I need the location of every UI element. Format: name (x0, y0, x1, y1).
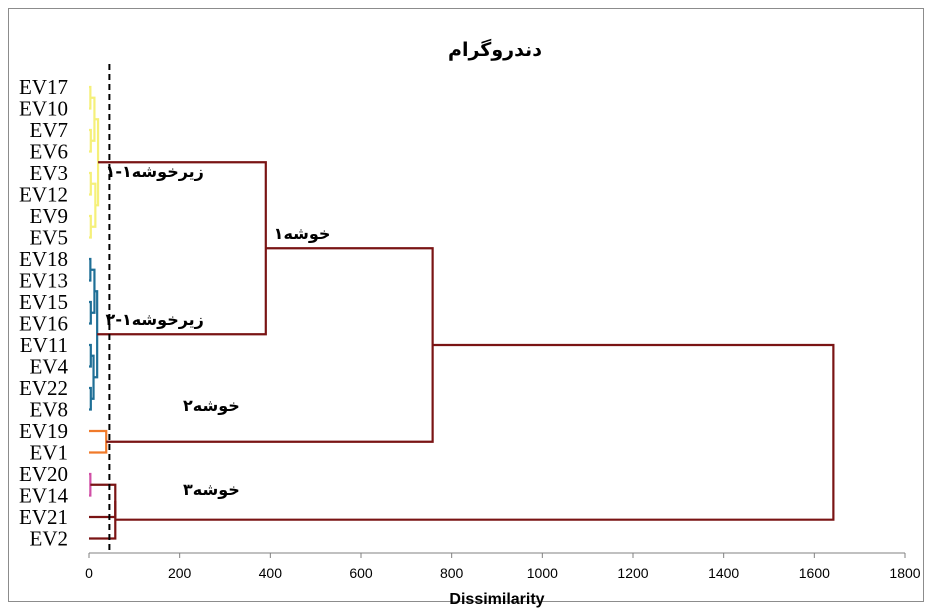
cluster-annotation: خوشه۳ (183, 480, 240, 499)
cluster-annotation: زیرخوشه۱-۱ (106, 162, 204, 181)
leaf-label: EV15 (19, 290, 68, 314)
leaf-label: EV14 (19, 484, 68, 508)
chart-title: دندروگرام (448, 38, 542, 61)
leaf-label: EV11 (20, 333, 68, 357)
dendrogram-link (89, 300, 92, 325)
leaf-label: EV8 (30, 398, 69, 422)
leaf-label: EV16 (19, 312, 68, 336)
dendrogram-link (89, 386, 92, 411)
leaf-label: EV9 (30, 204, 69, 228)
cluster-annotation: زیرخوشه۱-۲ (106, 310, 204, 329)
x-tick-label: 1800 (889, 565, 920, 581)
dendrogram-link (89, 128, 92, 153)
x-tick-label: 200 (168, 565, 192, 581)
x-tick-label: 1600 (799, 565, 830, 581)
leaf-label: EV22 (19, 376, 68, 400)
leaf-label: EV12 (19, 183, 68, 207)
dendrogram-link (89, 500, 117, 540)
leaf-label: EV4 (30, 355, 69, 379)
chart-border (8, 8, 924, 602)
leaf-label: EV18 (19, 247, 68, 271)
leaf-label: EV5 (30, 226, 69, 250)
x-tick-label: 800 (440, 565, 464, 581)
leaf-label: EV17 (19, 75, 68, 99)
leaf-label: EV2 (30, 527, 69, 551)
leaf-label: EV19 (19, 419, 68, 443)
x-tick-label: 1000 (527, 565, 558, 581)
x-tick-label: 1400 (708, 565, 739, 581)
dendrogram-link (90, 354, 95, 400)
dendrogram-link (89, 214, 92, 239)
leaf-label: EV21 (19, 505, 68, 529)
leaf-label: EV1 (30, 441, 69, 465)
leaf-label: EV13 (19, 269, 68, 293)
x-tick-label: 600 (349, 565, 373, 581)
x-axis-title: Dissimilarity (449, 591, 544, 608)
leaf-label: EV3 (30, 161, 69, 185)
leaf-label: EV7 (30, 118, 69, 142)
x-axis: 0 200 400 600 800 1000 1200 1400 1600 1800 (85, 552, 921, 581)
leaf-labels: EV17EV10EV7EV6EV3EV12EV9EV5EV18EV13EV15E… (19, 75, 68, 551)
leaf-label: EV6 (30, 140, 69, 164)
dendrogram-links (89, 64, 835, 553)
cluster-annotation: خوشه۱ (274, 224, 331, 243)
leaf-label: EV20 (19, 462, 68, 486)
x-tick-label: 400 (259, 565, 283, 581)
dendrogram-link (89, 171, 92, 196)
dendrogram-link (89, 343, 92, 368)
x-tick-label: 0 (85, 565, 93, 581)
leaf-label: EV10 (19, 97, 68, 121)
dendrogram-link (115, 343, 835, 521)
cluster-annotations: زیرخوشه۱-۱ خوشه۱ زیرخوشه۱-۲ خوشه۲ خوشه۳ (106, 162, 331, 499)
x-tick-label: 1200 (617, 565, 648, 581)
cluster-annotation: خوشه۲ (183, 396, 240, 415)
